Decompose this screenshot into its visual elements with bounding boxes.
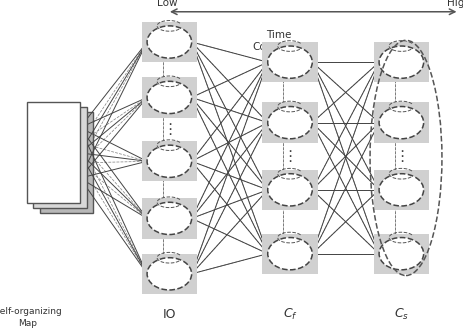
- Circle shape: [378, 46, 423, 78]
- Circle shape: [147, 258, 191, 290]
- Bar: [141, 141, 197, 181]
- Circle shape: [147, 202, 191, 235]
- Bar: [373, 42, 428, 82]
- Circle shape: [378, 174, 423, 206]
- Bar: [141, 198, 197, 239]
- Text: ⋮: ⋮: [393, 149, 408, 164]
- Text: Time
Constants: Time Constants: [251, 30, 304, 52]
- Bar: [40, 112, 93, 213]
- Bar: [262, 234, 317, 274]
- Bar: [141, 77, 197, 118]
- Bar: [262, 102, 317, 143]
- Text: ⋮: ⋮: [282, 149, 297, 164]
- Bar: [262, 42, 317, 82]
- Circle shape: [267, 107, 312, 139]
- Circle shape: [267, 46, 312, 78]
- Circle shape: [378, 107, 423, 139]
- Text: $C_f$: $C_f$: [282, 307, 297, 322]
- Bar: [262, 170, 317, 210]
- Bar: [373, 170, 428, 210]
- Bar: [27, 102, 80, 203]
- Circle shape: [147, 145, 191, 177]
- Text: Self-organizing
Map: Self-organizing Map: [0, 307, 62, 328]
- Text: $C_s$: $C_s$: [393, 307, 408, 322]
- Text: ⋮: ⋮: [162, 122, 176, 137]
- Bar: [141, 254, 197, 294]
- Bar: [33, 107, 87, 208]
- Circle shape: [267, 174, 312, 206]
- Circle shape: [147, 26, 191, 58]
- Circle shape: [378, 238, 423, 270]
- Text: IO: IO: [162, 308, 176, 321]
- Text: Low: Low: [156, 0, 177, 8]
- Text: High: High: [446, 0, 463, 8]
- Circle shape: [147, 81, 191, 114]
- Bar: [373, 234, 428, 274]
- Circle shape: [267, 238, 312, 270]
- Bar: [373, 102, 428, 143]
- Bar: [141, 22, 197, 62]
